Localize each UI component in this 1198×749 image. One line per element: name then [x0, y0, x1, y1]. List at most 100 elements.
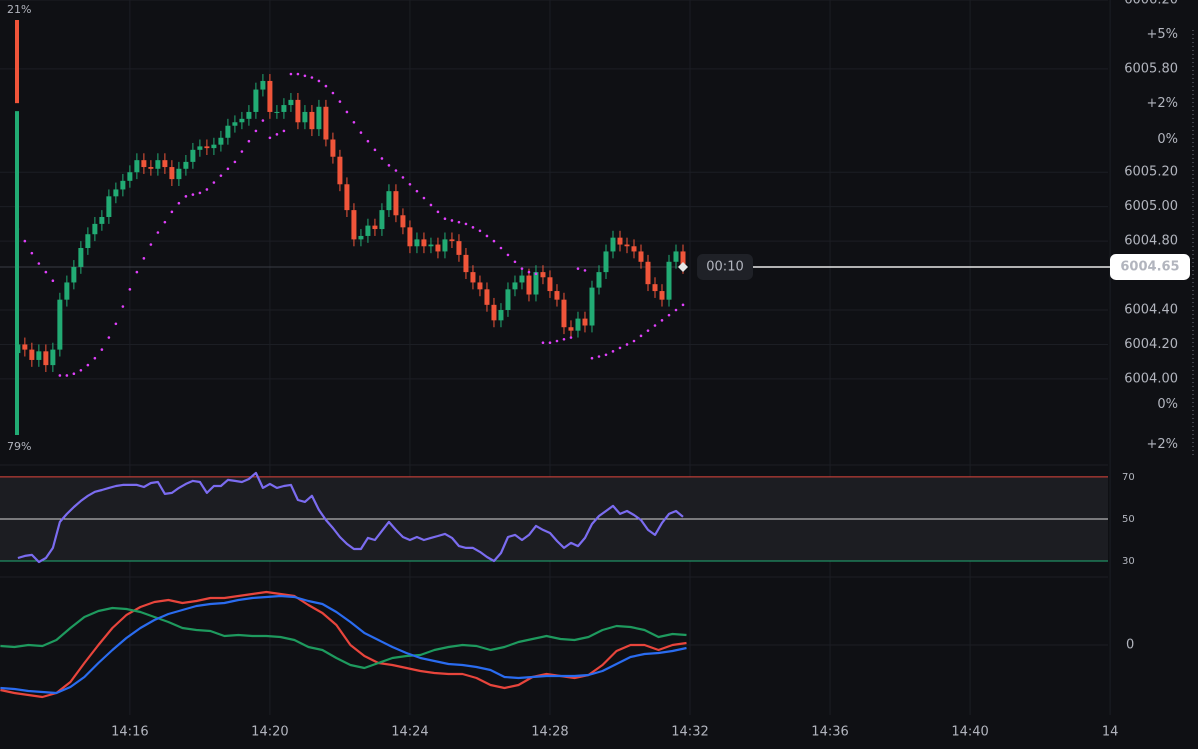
- sar-dot: [128, 288, 132, 291]
- sar-dot: [86, 363, 90, 367]
- candle-body: [239, 118, 245, 123]
- sar-dot: [93, 356, 97, 360]
- candle-body: [554, 291, 560, 300]
- sar-dot: [436, 210, 440, 214]
- sar-dot: [401, 176, 405, 179]
- last-price: 6004.65: [1120, 259, 1179, 274]
- sar-dot: [499, 246, 503, 250]
- sar-dot: [604, 353, 608, 357]
- sar-dot: [422, 196, 426, 200]
- sar-dot: [576, 267, 580, 270]
- rsi-tick-label: 70: [1122, 472, 1135, 483]
- candle-body: [414, 239, 420, 247]
- sar-dot: [170, 210, 174, 214]
- sar-dot: [548, 341, 552, 345]
- candle-body: [78, 248, 84, 267]
- candle-body: [400, 215, 406, 228]
- candle-body: [127, 172, 133, 181]
- candle-body: [71, 266, 77, 283]
- candle-body: [43, 351, 49, 366]
- candle-body: [470, 272, 476, 283]
- sar-dot: [352, 120, 356, 124]
- sar-dot: [44, 270, 48, 274]
- sar-dot: [233, 160, 237, 164]
- candle-body: [568, 327, 574, 331]
- sar-dot: [415, 189, 419, 193]
- percent-label: +2%: [1146, 437, 1178, 452]
- sar-dot: [583, 269, 587, 272]
- sar-dot: [219, 174, 223, 177]
- sar-dot: [23, 239, 27, 243]
- x-tick-label: 14:40: [951, 725, 988, 740]
- candle-body: [99, 217, 105, 224]
- x-tick-label: 14:36: [811, 725, 848, 740]
- candle-body: [225, 125, 231, 138]
- x-tick-label: 14:20: [251, 725, 288, 740]
- candle-body: [666, 261, 672, 300]
- candle-body: [624, 244, 630, 247]
- candle-body: [533, 272, 539, 295]
- candle-body: [603, 251, 609, 273]
- sar-dot: [100, 348, 104, 351]
- sar-dot: [443, 217, 447, 221]
- candle-body: [617, 237, 623, 245]
- sar-dot: [408, 182, 412, 186]
- sar-dot: [394, 169, 398, 172]
- sar-dot: [324, 84, 328, 88]
- candle-body: [456, 241, 462, 255]
- candle-body: [498, 310, 504, 321]
- y-tick-label: 6006.20: [1124, 0, 1178, 8]
- sar-dot: [149, 243, 153, 246]
- price-marker: [678, 261, 689, 272]
- candle-body: [645, 261, 651, 285]
- sar-dot: [387, 164, 391, 167]
- candle-body: [267, 80, 273, 112]
- sar-dot: [492, 239, 496, 243]
- sar-dot: [618, 346, 622, 350]
- candle-body: [22, 344, 28, 350]
- candle-body: [407, 227, 413, 247]
- candle-body: [519, 275, 525, 283]
- y-tick-label: 6004.20: [1124, 337, 1178, 352]
- sar-dot: [429, 203, 433, 207]
- sar-dot: [345, 110, 349, 114]
- candle-body: [379, 210, 385, 230]
- sar-dot: [240, 150, 244, 153]
- candle-body: [526, 275, 532, 295]
- sar-dot: [30, 251, 34, 255]
- rsi-line: [17, 471, 684, 564]
- candle-body: [337, 156, 343, 185]
- candle-body: [344, 184, 350, 211]
- sar-dot: [541, 341, 545, 345]
- sar-dot: [37, 262, 41, 265]
- y-tick-label: 6005.00: [1124, 199, 1178, 214]
- candle-body: [120, 180, 126, 190]
- candle-body: [260, 80, 266, 90]
- candle-body: [372, 225, 378, 230]
- candle-body: [155, 160, 161, 169]
- candle-body: [365, 225, 371, 236]
- sar-dot: [72, 372, 76, 376]
- candle-body: [449, 239, 455, 242]
- candle-body: [176, 168, 182, 180]
- pressure-label: 79%: [7, 440, 31, 453]
- candle-body: [85, 234, 91, 248]
- sar-dot: [520, 267, 524, 270]
- sar-dot: [317, 79, 321, 83]
- candle-body: [162, 160, 168, 168]
- sar-dot: [198, 191, 202, 195]
- sar-dot: [156, 231, 160, 234]
- candle-body: [596, 272, 602, 288]
- sar-dot: [107, 336, 111, 339]
- candle-body: [547, 277, 553, 292]
- sar-dot: [569, 336, 573, 339]
- sar-dot: [373, 148, 377, 152]
- osc-line: [0, 606, 687, 670]
- candle-body: [463, 254, 469, 273]
- percent-label: 0%: [1157, 132, 1178, 147]
- sar-dot: [555, 339, 559, 343]
- sar-dot: [51, 279, 55, 283]
- sar-dot: [338, 100, 342, 103]
- y-tick-label: 6005.80: [1124, 61, 1178, 76]
- candle-body: [512, 282, 518, 290]
